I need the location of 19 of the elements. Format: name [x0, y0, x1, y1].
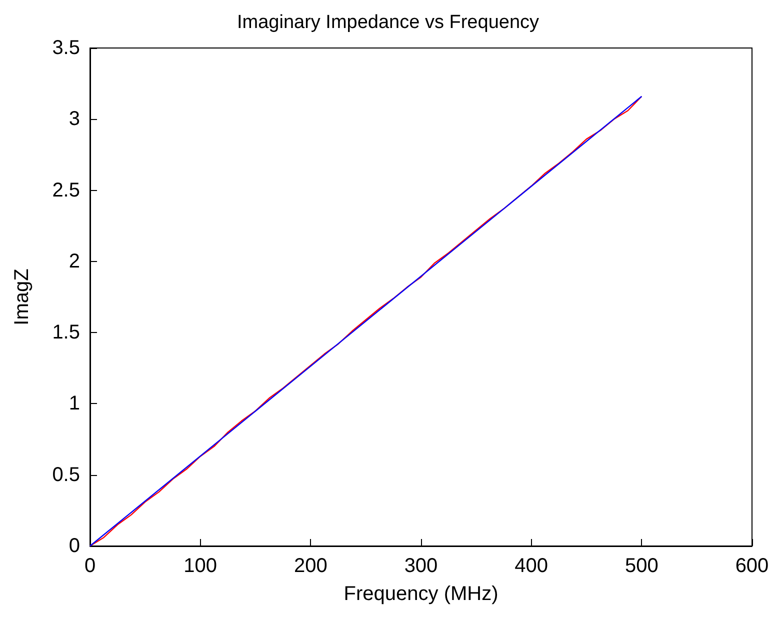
- x-axis-title: Frequency (MHz): [344, 583, 498, 605]
- y-tick-label: 3.5: [52, 37, 80, 59]
- chart-title: Imaginary Impedance vs Frequency: [236, 12, 540, 33]
- x-tick-label: 300: [404, 555, 438, 577]
- y-tick-label: 3: [68, 108, 80, 130]
- y-tick-label: 0: [68, 535, 80, 557]
- x-tick-label: 600: [735, 555, 769, 577]
- x-tick-label: 400: [514, 555, 548, 577]
- y-tick-label: 1.5: [52, 322, 80, 344]
- x-tick-label: 200: [294, 555, 328, 577]
- line-series: [89, 96, 642, 547]
- y-tick-label: 0.5: [52, 464, 80, 486]
- y-tick-label: 1: [68, 392, 80, 415]
- x-tick-label: 100: [184, 555, 218, 577]
- y-tick-label: 2: [68, 250, 80, 272]
- x-tick-label: 0: [84, 555, 96, 577]
- y-axis-title: ImagZ: [11, 268, 33, 326]
- x-tick-label: 500: [624, 555, 658, 577]
- y-tick-label: 2.5: [52, 179, 80, 202]
